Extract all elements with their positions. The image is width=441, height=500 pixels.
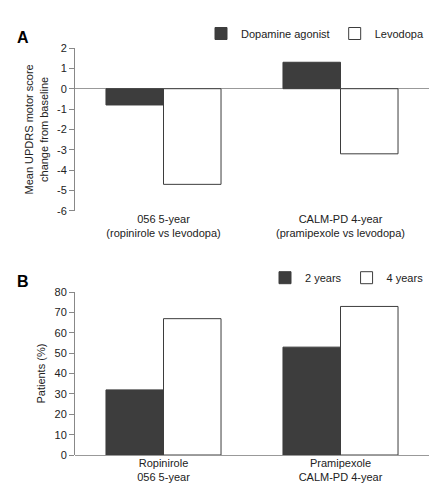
svg-text:A: A — [17, 29, 29, 46]
svg-text:B: B — [17, 273, 29, 290]
svg-text:CALM-PD 4-year(pramipexole vs: CALM-PD 4-year(pramipexole vs levodopa) — [276, 213, 405, 239]
svg-text:Mean UPDRS motor scorechange f: Mean UPDRS motor scorechange from baseli… — [23, 64, 49, 194]
svg-text:30: 30 — [55, 388, 67, 400]
svg-text:-1: -1 — [57, 103, 67, 115]
svg-text:80: 80 — [55, 286, 67, 298]
svg-text:10: 10 — [55, 429, 67, 441]
svg-text:70: 70 — [55, 306, 67, 318]
svg-text:-3: -3 — [57, 144, 67, 156]
svg-text:4 years: 4 years — [387, 272, 424, 284]
svg-text:-2: -2 — [57, 123, 67, 135]
svg-text:056 5-year(ropinirole vs levod: 056 5-year(ropinirole vs levodopa) — [106, 213, 220, 239]
svg-text:-4: -4 — [57, 164, 67, 176]
svg-text:0: 0 — [61, 449, 67, 461]
svg-text:Ropinirole056 5-year: Ropinirole056 5-year — [137, 457, 190, 483]
svg-text:50: 50 — [55, 347, 67, 359]
svg-text:2: 2 — [61, 42, 67, 54]
svg-text:Dopamine agonist: Dopamine agonist — [241, 28, 330, 40]
svg-text:Patients (%): Patients (%) — [35, 344, 47, 404]
svg-text:40: 40 — [55, 367, 67, 379]
svg-text:-6: -6 — [57, 205, 67, 217]
svg-text:1: 1 — [61, 62, 67, 74]
svg-text:PramipexoleCALM-PD 4-year: PramipexoleCALM-PD 4-year — [299, 457, 383, 483]
svg-text:20: 20 — [55, 408, 67, 420]
svg-text:0: 0 — [61, 83, 67, 95]
svg-text:60: 60 — [55, 327, 67, 339]
svg-text:Levodopa: Levodopa — [375, 28, 424, 40]
svg-text:-5: -5 — [57, 184, 67, 196]
svg-text:2 years: 2 years — [305, 272, 342, 284]
